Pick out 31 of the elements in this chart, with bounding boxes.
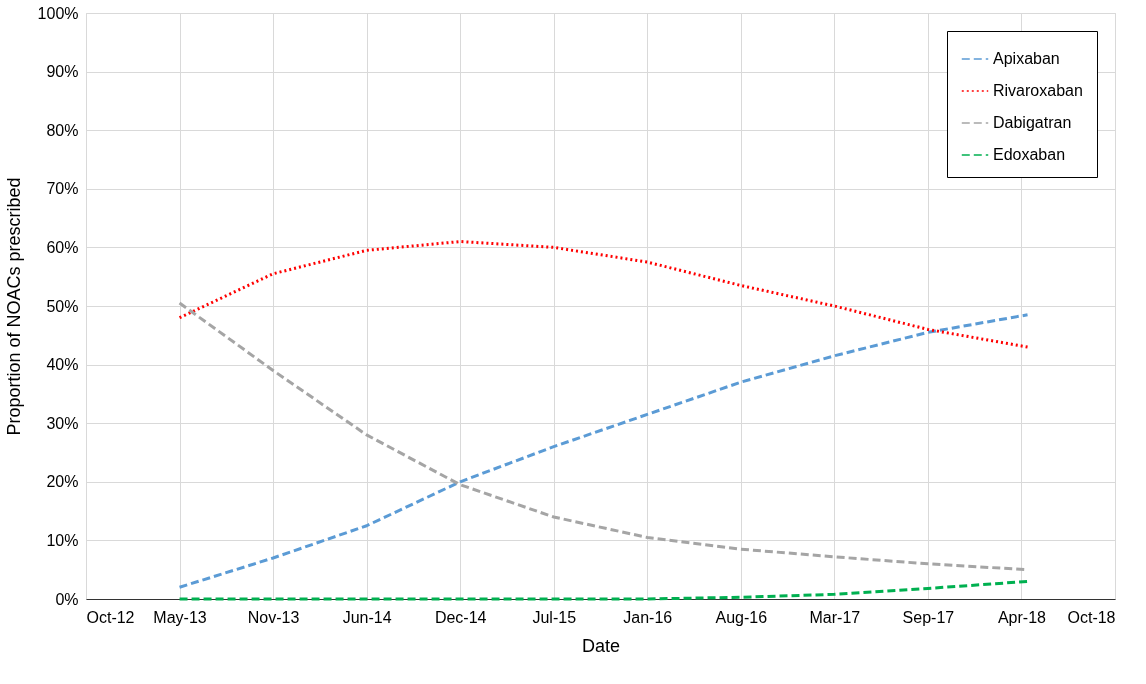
x-tick-label: Jan-16 [623,608,673,626]
y-tick-label: 0% [55,590,79,608]
x-tick-label: Apr-18 [997,608,1047,626]
y-tick-label: 10% [46,531,79,549]
x-axis-title: Date [581,635,621,656]
y-tick-label: 20% [46,473,79,491]
y-tick-label: 50% [46,297,79,315]
x-tick-label: Oct-18 [1067,608,1116,626]
line-series [178,579,1030,601]
x-tick-label: Oct-12 [86,608,135,626]
x-tick-label: Mar-17 [809,608,861,626]
y-tick-label: 100% [37,4,79,22]
y-tick-label: 30% [46,414,79,432]
x-tick-label: Dec-14 [434,608,487,626]
y-tick-label: 90% [46,63,79,81]
x-tick-label: Jun-14 [342,608,392,626]
y-axis-title: Proportion of NOACs prescribed [3,177,24,436]
y-tick-label: 60% [46,238,79,256]
x-tick-label: Aug-16 [715,608,768,626]
line-series [178,240,1030,349]
y-tick-label: 40% [46,356,79,374]
legend-label: Rivaroxaban [993,82,1083,99]
x-tick-label: Jul-15 [532,608,577,626]
x-tick-label: Nov-13 [247,608,300,626]
y-tick-label: 80% [46,121,79,139]
x-tick-label: May-13 [153,608,207,626]
legend-label: Apixaban [993,50,1060,67]
legend-label: Edoxaban [993,146,1066,163]
x-tick-label: Sep-17 [902,608,955,626]
y-tick-label: 70% [46,180,79,198]
legend-label: Dabigatran [993,114,1072,131]
